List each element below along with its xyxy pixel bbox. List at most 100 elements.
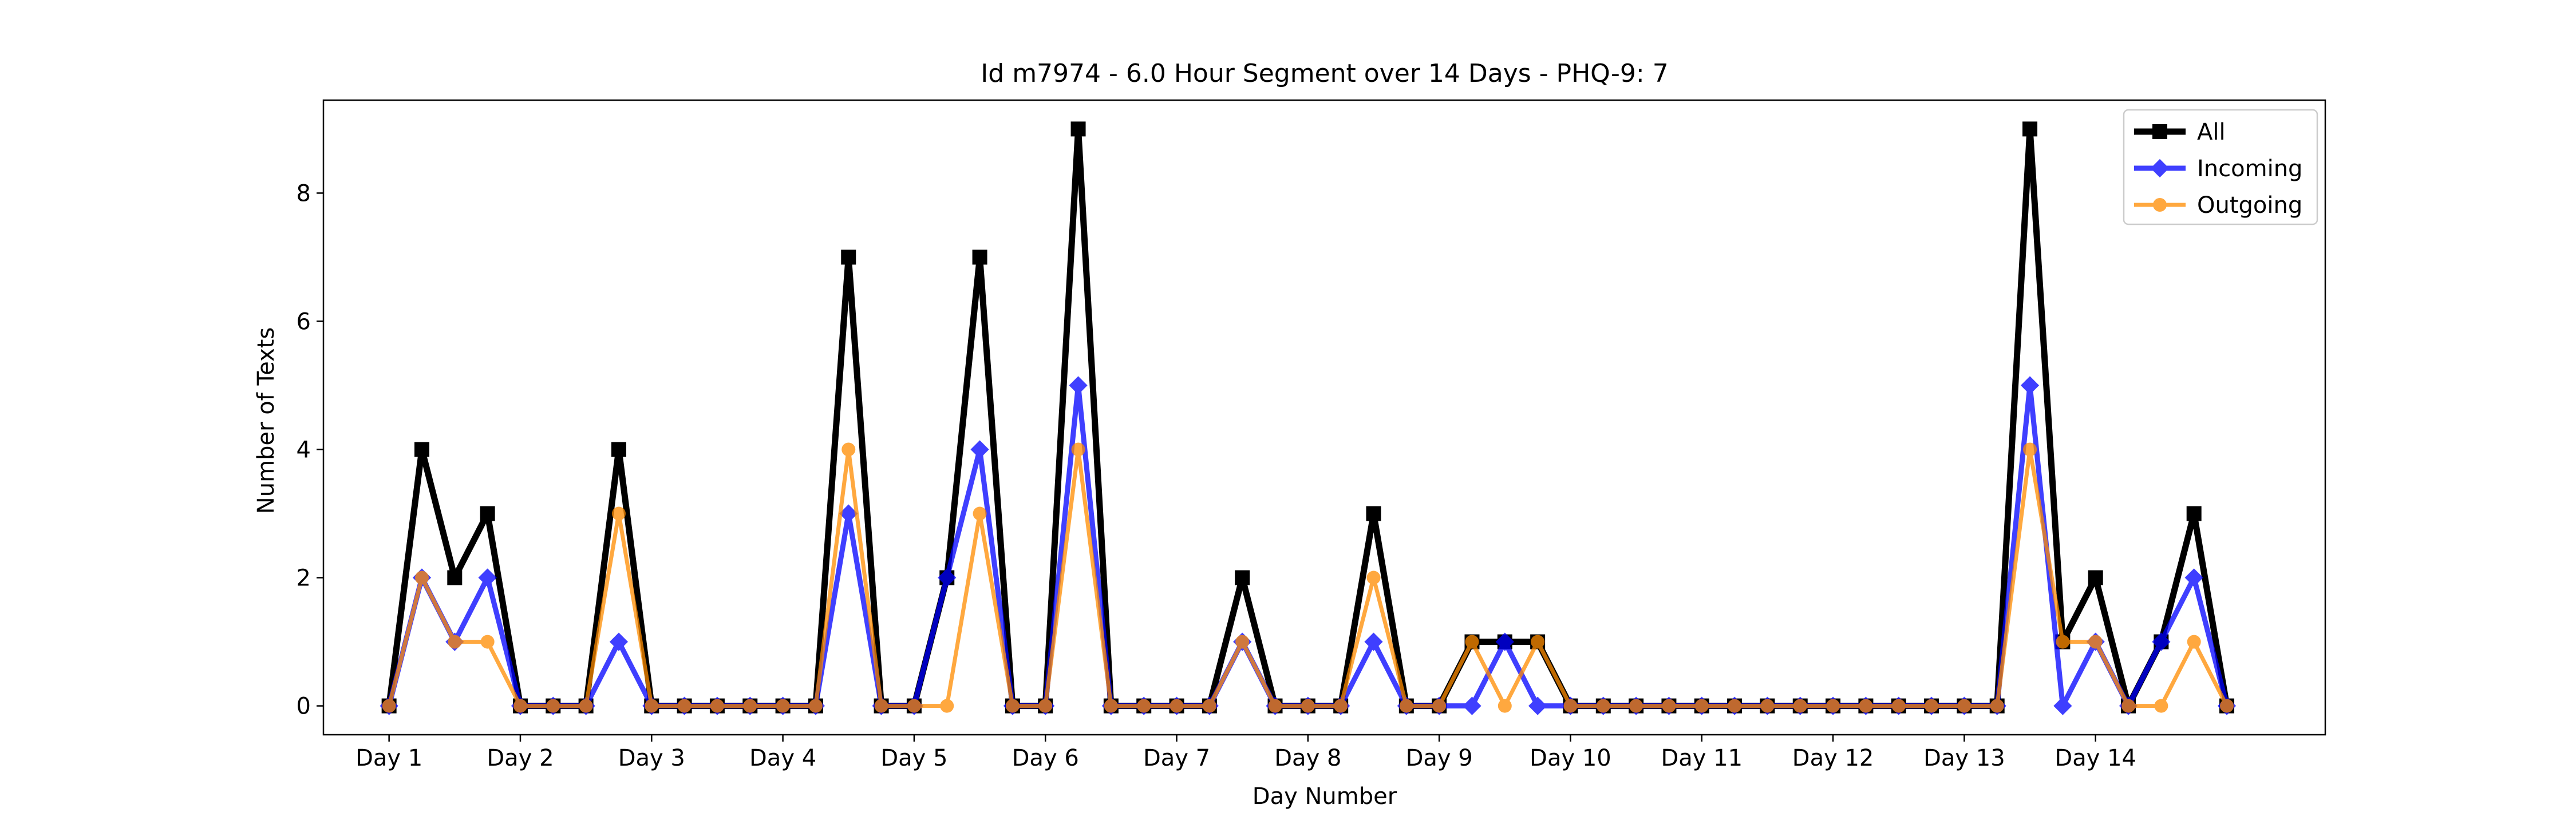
- x-tick-label: Day 10: [1530, 745, 1611, 771]
- x-tick-label: Day 8: [1274, 745, 1341, 771]
- data-point-incoming: [1463, 696, 1481, 715]
- data-point-outgoing: [2023, 442, 2037, 457]
- y-tick-label: 8: [297, 180, 311, 207]
- data-point-all: [1366, 506, 1381, 521]
- x-tick-label: Day 6: [1012, 745, 1079, 771]
- data-point-outgoing: [1170, 699, 1184, 713]
- y-tick-label: 4: [297, 437, 311, 464]
- data-point-outgoing: [808, 699, 823, 713]
- data-point-outgoing: [1038, 699, 1053, 713]
- legend-label-incoming: Incoming: [2197, 156, 2302, 182]
- y-tick-label: 0: [297, 694, 311, 720]
- data-point-outgoing: [1137, 699, 1151, 713]
- legend: All Incoming Outgoing: [2123, 109, 2318, 225]
- data-point-outgoing: [2187, 635, 2201, 649]
- data-point-all: [2022, 121, 2038, 137]
- data-point-incoming: [2184, 568, 2203, 587]
- data-point-all: [611, 442, 626, 457]
- series-line-outgoing: [387, 447, 2229, 708]
- data-point-outgoing: [2154, 699, 2168, 713]
- y-tick-label: 6: [297, 308, 311, 335]
- data-point-outgoing: [1432, 699, 1447, 713]
- data-point-outgoing: [907, 699, 921, 713]
- data-point-outgoing: [973, 506, 987, 521]
- legend-handle-outgoing: [2134, 198, 2186, 212]
- x-tick-label: Day 11: [1661, 745, 1743, 771]
- data-point-outgoing: [1071, 442, 1085, 457]
- legend-handle-all: [2134, 124, 2186, 139]
- data-point-incoming: [2152, 632, 2171, 651]
- data-point-outgoing: [1662, 699, 1676, 713]
- axes-layer: Day 1 Day 2 Day 3 Day 4 Day 5 Day 6 Day 7 Day 8…: [297, 99, 2326, 771]
- legend-marker-all: [2152, 124, 2167, 139]
- data-point-outgoing: [1826, 699, 1840, 713]
- data-point-all: [1070, 121, 1086, 137]
- series-incoming: [380, 376, 2237, 715]
- chart-title: Id m7974 - 6.0 Hour Segment over 14 Days…: [981, 59, 1668, 88]
- data-point-outgoing: [2220, 699, 2234, 713]
- data-point-outgoing: [1728, 699, 1742, 713]
- series-layer: [380, 121, 2237, 715]
- x-tick-label: Day 4: [749, 745, 816, 771]
- data-point-all: [2186, 506, 2202, 521]
- data-point-incoming: [609, 632, 629, 651]
- x-tick-label: Day 13: [1923, 745, 2005, 771]
- data-point-outgoing: [1760, 699, 1775, 713]
- data-point-outgoing: [1005, 699, 1020, 713]
- data-point-outgoing: [1990, 699, 2004, 713]
- data-point-outgoing: [874, 699, 888, 713]
- x-tick-label: Day 14: [2055, 745, 2136, 771]
- plot-frame: [322, 99, 2326, 736]
- data-point-outgoing: [448, 635, 462, 649]
- data-point-outgoing: [513, 699, 527, 713]
- data-point-all: [1235, 570, 1250, 585]
- data-point-all: [447, 570, 463, 585]
- data-point-outgoing: [940, 699, 954, 713]
- y-tick-label: 2: [297, 565, 311, 592]
- data-point-outgoing: [1498, 699, 1512, 713]
- legend-handle-incoming: [2134, 159, 2186, 178]
- legend-marker-incoming: [2150, 159, 2170, 178]
- x-tick-label: Day 3: [618, 745, 685, 771]
- data-point-outgoing: [1301, 699, 1315, 713]
- data-point-outgoing: [546, 699, 560, 713]
- data-point-outgoing: [1235, 635, 1250, 649]
- data-point-incoming: [478, 568, 497, 587]
- data-point-outgoing: [1925, 699, 1939, 713]
- x-tick-label: Day 5: [880, 745, 947, 771]
- data-point-outgoing: [579, 699, 593, 713]
- data-point-outgoing: [1366, 571, 1381, 585]
- data-point-outgoing: [776, 699, 790, 713]
- data-point-all: [841, 249, 856, 265]
- data-point-all: [2088, 570, 2103, 585]
- data-point-outgoing: [2056, 635, 2070, 649]
- series-line-all: [386, 125, 2230, 710]
- data-point-incoming: [1364, 632, 1383, 651]
- x-axis-label: Day Number: [1253, 783, 1397, 810]
- legend-label-all: All: [2197, 119, 2226, 145]
- data-point-outgoing: [611, 506, 626, 521]
- data-point-incoming: [938, 568, 957, 587]
- data-point-outgoing: [1399, 699, 1413, 713]
- data-point-all: [414, 442, 429, 457]
- legend-marker-outgoing: [2153, 198, 2167, 212]
- data-point-outgoing: [1793, 699, 1807, 713]
- data-point-outgoing: [1334, 699, 1348, 713]
- data-point-outgoing: [1104, 699, 1118, 713]
- data-point-incoming: [2053, 696, 2072, 715]
- x-tick-label: Day 9: [1406, 745, 1473, 771]
- data-point-all: [480, 506, 495, 521]
- data-point-outgoing: [1629, 699, 1643, 713]
- data-point-incoming: [1069, 376, 1088, 395]
- data-point-outgoing: [382, 699, 396, 713]
- x-tick-label: Day 7: [1143, 745, 1210, 771]
- data-point-outgoing: [1957, 699, 1971, 713]
- legend-box: [2123, 109, 2318, 225]
- data-point-outgoing: [414, 571, 429, 585]
- data-point-outgoing: [841, 442, 856, 457]
- data-point-incoming: [2020, 376, 2040, 395]
- data-point-outgoing: [1891, 699, 1906, 713]
- data-point-outgoing: [1202, 699, 1216, 713]
- data-point-outgoing: [1859, 699, 1873, 713]
- data-point-outgoing: [1694, 699, 1709, 713]
